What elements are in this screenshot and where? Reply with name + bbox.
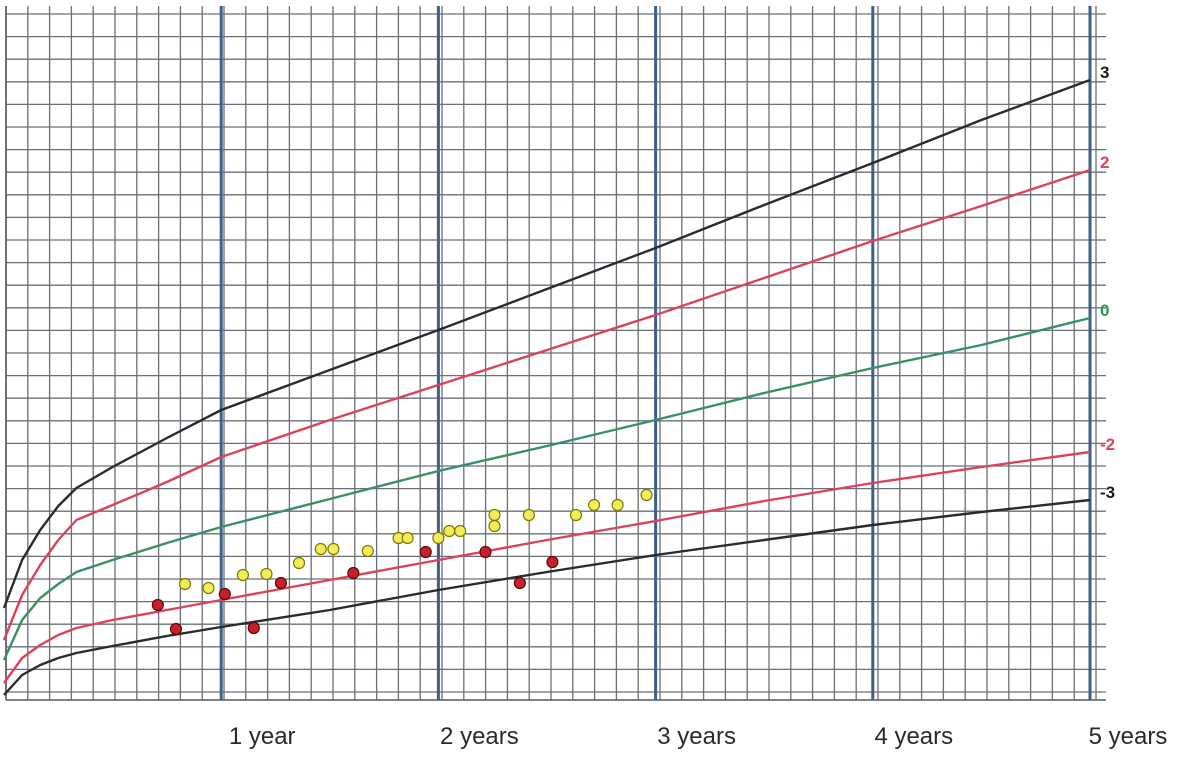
data-point-red	[169, 622, 183, 636]
x-axis-tick-labels: 1 year 2 years 3 years 4 years 5 years	[229, 723, 1168, 750]
series-end-label-3: 3	[1100, 63, 1109, 82]
series-end-label-0: 0	[1100, 301, 1109, 320]
data-point-red	[546, 555, 559, 569]
series-line-2	[2, 168, 1091, 641]
data-point-yellow	[178, 577, 192, 591]
series-line-0	[2, 316, 1091, 661]
data-point-yellow	[522, 508, 536, 522]
series-line--2	[3, 450, 1091, 684]
data-point-yellow	[454, 524, 467, 538]
x-tick-label: 2 years	[440, 723, 519, 750]
data-point-yellow	[361, 544, 374, 558]
data-point-yellow	[611, 498, 624, 512]
series-end-labels: 3 2 0 -2 -3	[1100, 63, 1115, 502]
data-point-yellow	[260, 567, 273, 581]
data-point-red	[151, 598, 164, 612]
x-tick-label: 4 years	[874, 723, 953, 750]
data-point-red	[218, 587, 231, 601]
series-end-label--2: -2	[1100, 435, 1115, 454]
data-point-red	[247, 621, 260, 635]
series-end-label-2: 2	[1100, 153, 1109, 172]
x-tick-label: 1 year	[229, 723, 296, 750]
data-point-yellow	[569, 508, 583, 522]
data-point-yellow	[443, 524, 456, 538]
x-tick-label: 5 years	[1089, 723, 1168, 750]
data-point-yellow	[292, 556, 306, 570]
series-line--3	[3, 498, 1091, 696]
data-point-yellow	[401, 531, 414, 545]
major-grid	[219, 6, 1092, 700]
minor-grid	[5, 6, 1106, 701]
data-point-red	[347, 566, 360, 580]
series-layer	[2, 78, 1091, 696]
x-tick-label: 3 years	[657, 723, 736, 750]
data-point-yellow	[488, 508, 501, 522]
data-point-red	[274, 576, 288, 590]
data-point-red	[479, 545, 492, 559]
data-point-yellow	[236, 568, 250, 582]
series-line-3	[2, 78, 1091, 609]
data-point-yellow	[587, 498, 601, 512]
data-point-red	[513, 576, 526, 590]
data-point-red	[419, 545, 432, 559]
series-end-label--3: -3	[1100, 483, 1115, 502]
points-layer	[151, 488, 653, 636]
data-point-yellow	[488, 519, 501, 533]
data-point-yellow	[640, 488, 653, 502]
data-point-yellow	[327, 542, 340, 556]
data-point-yellow	[432, 531, 445, 545]
data-point-yellow	[202, 581, 215, 595]
data-point-yellow	[314, 542, 327, 556]
